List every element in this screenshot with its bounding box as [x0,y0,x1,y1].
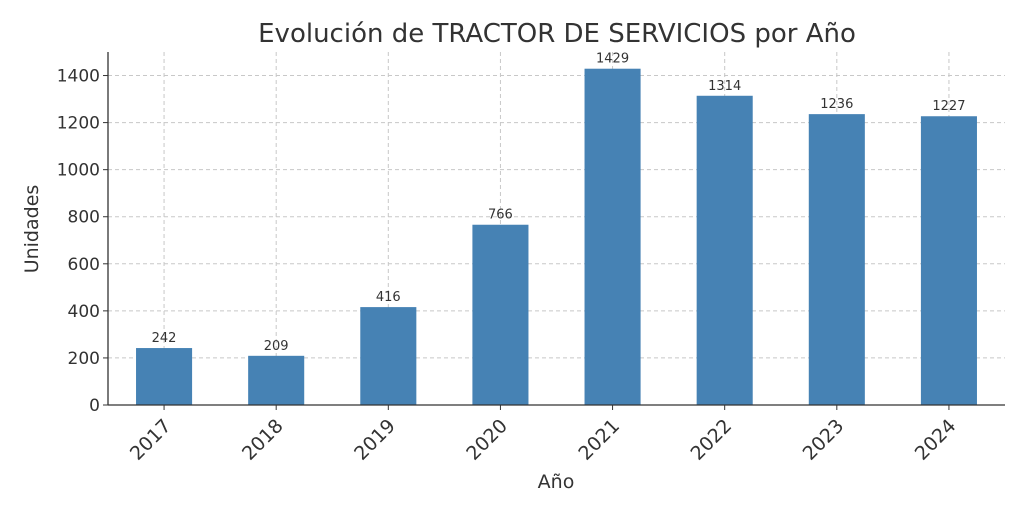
data-label: 766 [488,208,513,223]
y-tick-label: 600 [68,255,100,275]
y-axis-label: Unidades [21,185,43,274]
x-tick-label: 2022 [686,415,736,465]
y-tick-label: 1200 [57,114,100,134]
y-tick-label: 1000 [57,161,100,181]
bar-2019 [360,307,417,405]
bar-2020 [472,224,529,405]
bar-2023 [808,114,865,406]
data-label: 1236 [820,97,853,112]
x-tick-label: 2019 [350,415,400,465]
x-tick-label: 2021 [574,415,624,465]
data-label: 209 [264,339,289,354]
data-label: 416 [376,290,401,305]
x-tick-label: 2023 [799,415,849,465]
bar-2022 [696,95,753,405]
y-tick-label: 0 [89,396,100,416]
bar-2018 [248,355,305,405]
data-label: 1429 [596,52,629,67]
y-tick-label: 400 [68,302,100,322]
bar-2017 [136,348,193,405]
x-tick-label: 2024 [911,415,961,465]
y-tick-label: 800 [68,208,100,228]
x-tick-label: 2017 [126,415,176,465]
data-label: 1314 [708,79,741,94]
x-axis-label: Año [538,471,575,493]
bar-2021 [584,68,641,405]
y-tick-label: 1400 [57,67,100,87]
bar-2024 [920,116,977,405]
x-tick-label: 2020 [462,415,512,465]
data-label: 1227 [932,99,965,114]
data-label: 242 [152,331,177,346]
y-tick-label: 200 [68,349,100,369]
x-tick-label: 2018 [238,415,288,465]
chart-title: Evolución de TRACTOR DE SERVICIOS por Añ… [258,19,856,49]
